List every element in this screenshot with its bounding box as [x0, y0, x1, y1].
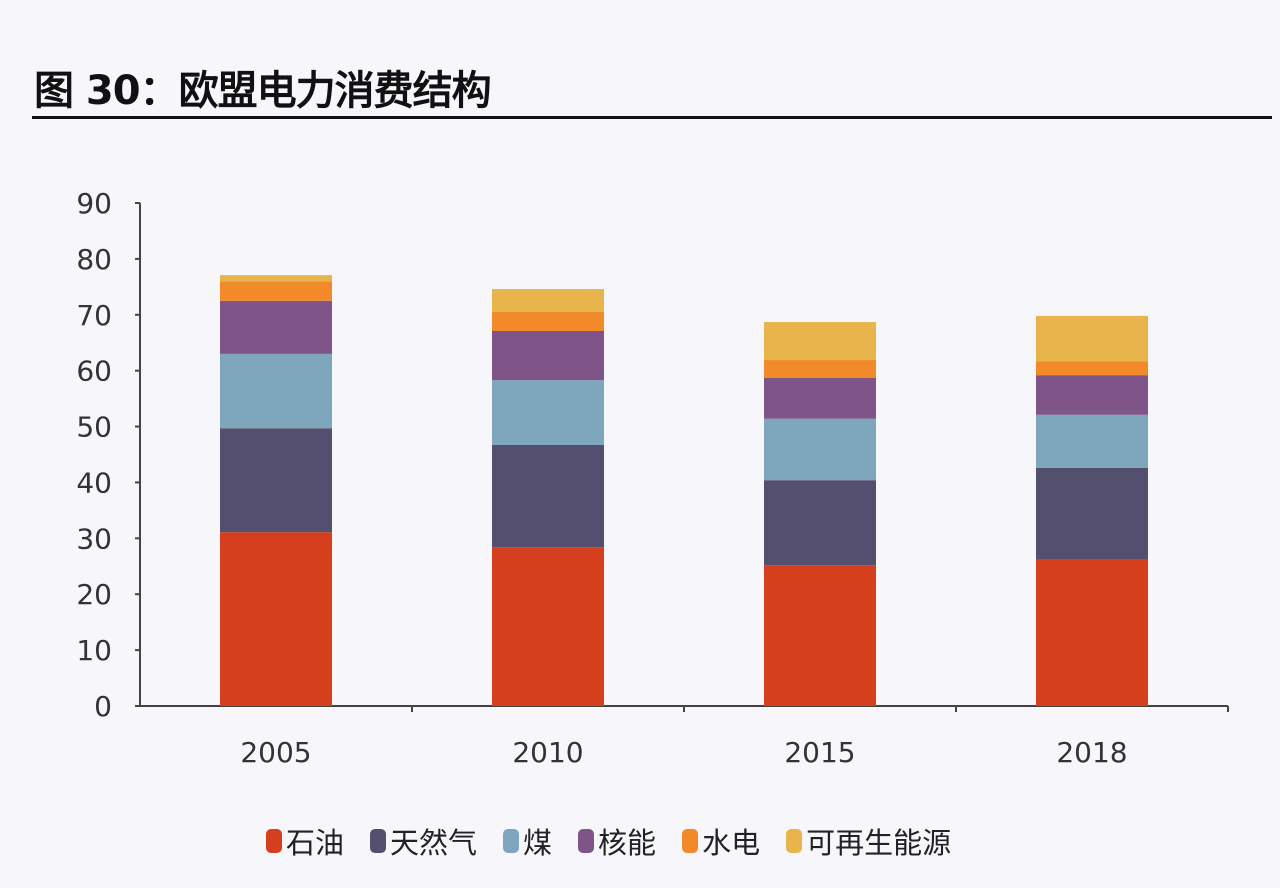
chart-title: 图 30：欧盟电力消费结构	[34, 68, 492, 114]
x-tick-label: 2015	[784, 736, 855, 769]
bar-segment	[492, 547, 604, 706]
bar-segment	[1036, 559, 1148, 706]
x-tick-label: 2018	[1056, 736, 1127, 769]
legend-item: 天然气	[370, 820, 477, 862]
bar-segment	[1036, 315, 1148, 362]
legend-swatch	[786, 829, 803, 853]
bar-segment	[492, 444, 604, 548]
y-tick-label: 60	[76, 355, 112, 388]
bar-segment	[492, 330, 604, 381]
legend-label: 可再生能源	[806, 826, 952, 860]
legend-item: 石油	[266, 820, 344, 862]
legend-item: 水电	[682, 820, 760, 862]
legend-item: 煤	[503, 820, 552, 862]
bar-segment	[220, 428, 332, 533]
bar-segment	[1036, 414, 1148, 468]
y-tick-label: 10	[76, 634, 112, 667]
legend: 石油 天然气 煤 核能 水电 可再生能源	[266, 820, 951, 862]
legend-label: 核能	[598, 826, 657, 860]
bar-segment	[764, 480, 876, 566]
bar-segment	[220, 275, 332, 282]
bar-segment	[1036, 361, 1148, 376]
bar-segment	[764, 418, 876, 481]
x-tick-label: 2005	[240, 736, 311, 769]
bar-segment	[764, 565, 876, 706]
title-divider	[32, 116, 1272, 119]
legend-swatch	[578, 829, 595, 853]
y-tick-label: 0	[94, 690, 112, 723]
legend-swatch	[682, 829, 699, 853]
legend-label: 煤	[523, 826, 553, 860]
bar-segment	[492, 380, 604, 445]
y-tick-label: 30	[76, 522, 112, 555]
bar-segment	[764, 322, 876, 361]
legend-label: 石油	[286, 826, 345, 860]
y-tick-label: 40	[76, 466, 112, 499]
legend-swatch	[266, 829, 282, 853]
legend-item: 可再生能源	[786, 820, 951, 862]
bar-segment	[220, 300, 332, 354]
bar-segment	[492, 311, 604, 331]
legend-label: 水电	[702, 826, 761, 860]
bar-segment	[764, 360, 876, 378]
y-tick-label: 20	[76, 578, 112, 611]
bar-segment	[220, 353, 332, 429]
x-tick-label: 2010	[512, 736, 583, 769]
y-tick-label: 50	[76, 411, 112, 444]
legend-swatch	[370, 829, 387, 853]
legend-swatch	[503, 829, 520, 853]
bar-segment	[492, 289, 604, 312]
bar-segment	[220, 281, 332, 301]
legend-item: 核能	[578, 820, 656, 862]
bar-segment	[764, 377, 876, 419]
legend-label: 天然气	[390, 826, 478, 860]
y-tick-label: 90	[76, 187, 112, 220]
bar-segment	[220, 532, 332, 706]
y-tick-label: 80	[76, 243, 112, 276]
bar-segment	[1036, 467, 1148, 560]
bar-segment	[1036, 375, 1148, 415]
y-tick-label: 70	[76, 299, 112, 332]
